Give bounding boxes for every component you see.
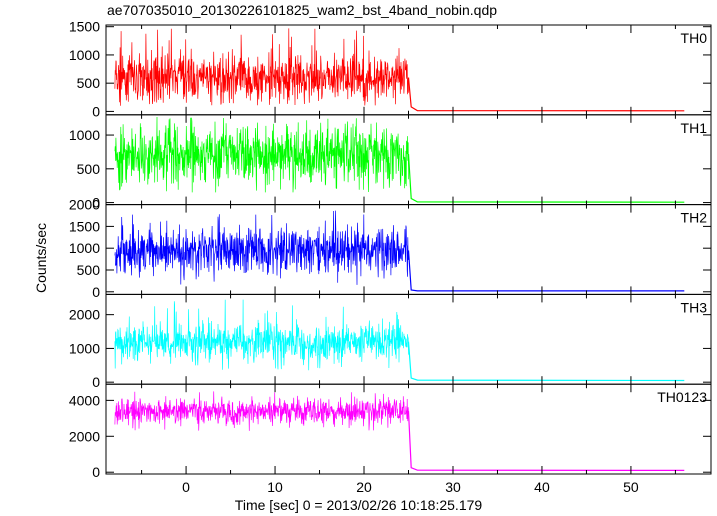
panel-label-TH1: TH1 [681,120,708,136]
series-TH1-tail [407,153,685,203]
series-TH0123-tail [407,411,685,471]
x-tick-label-0: 0 [182,479,190,495]
y-tick-label-TH3-0: 0 [92,374,100,390]
y-tick-label-TH0123-2000: 2000 [69,428,100,444]
y-tick-label-TH0-1000: 1000 [69,47,100,63]
series-TH0123-burst [114,391,409,431]
panel-label-TH0: TH0 [681,30,708,46]
y-tick-label-TH2-0: 0 [92,284,100,300]
y-tick-label-TH1-1000: 1000 [69,127,100,143]
y-tick-label-TH0-1500: 1500 [69,19,100,35]
y-tick-label-TH2-1000: 1000 [69,240,100,256]
series-TH3-burst [114,299,409,371]
series-TH2-burst [114,210,409,285]
chart-title: ae707035010_20130226101825_wam2_bst_4ban… [107,2,498,18]
y-tick-label-TH0-0: 0 [92,103,100,119]
series-TH3-tail [407,341,685,382]
series-TH0-tail [407,77,685,112]
x-axis-label: Time [sec] 0 = 2013/02/26 10:18:25.179 [234,497,483,513]
y-tick-label-TH3-1000: 1000 [69,340,100,356]
y-tick-label-TH0123-4000: 4000 [69,392,100,408]
panel-frame-TH2 [105,204,712,295]
panel-label-TH3: TH3 [681,299,708,315]
y-tick-label-TH1-0: 0 [92,195,100,211]
y-axis-label: Counts/sec [33,222,49,294]
series-TH0-burst [114,28,409,106]
panel-label-TH0123: TH0123 [657,389,707,405]
y-tick-label-TH1-500: 500 [77,161,101,177]
x-tick-label-10: 10 [267,479,283,495]
x-tick-label-50: 50 [623,479,639,495]
x-tick-label-40: 40 [534,479,550,495]
y-tick-label-TH2-2000: 2000 [69,197,100,213]
series-TH1-burst [114,116,409,193]
x-tick-label-20: 20 [356,479,372,495]
y-tick-label-TH0-500: 500 [77,75,101,91]
panel-label-TH2: TH2 [681,210,708,226]
series-TH2-tail [407,250,685,292]
panel-frame-TH0123 [105,383,712,475]
y-tick-label-TH2-500: 500 [77,262,101,278]
y-tick-label-TH2-1500: 1500 [69,218,100,234]
y-tick-label-TH3-2000: 2000 [69,307,100,323]
x-tick-label-30: 30 [445,479,461,495]
y-tick-label-TH0123-0: 0 [92,464,100,480]
